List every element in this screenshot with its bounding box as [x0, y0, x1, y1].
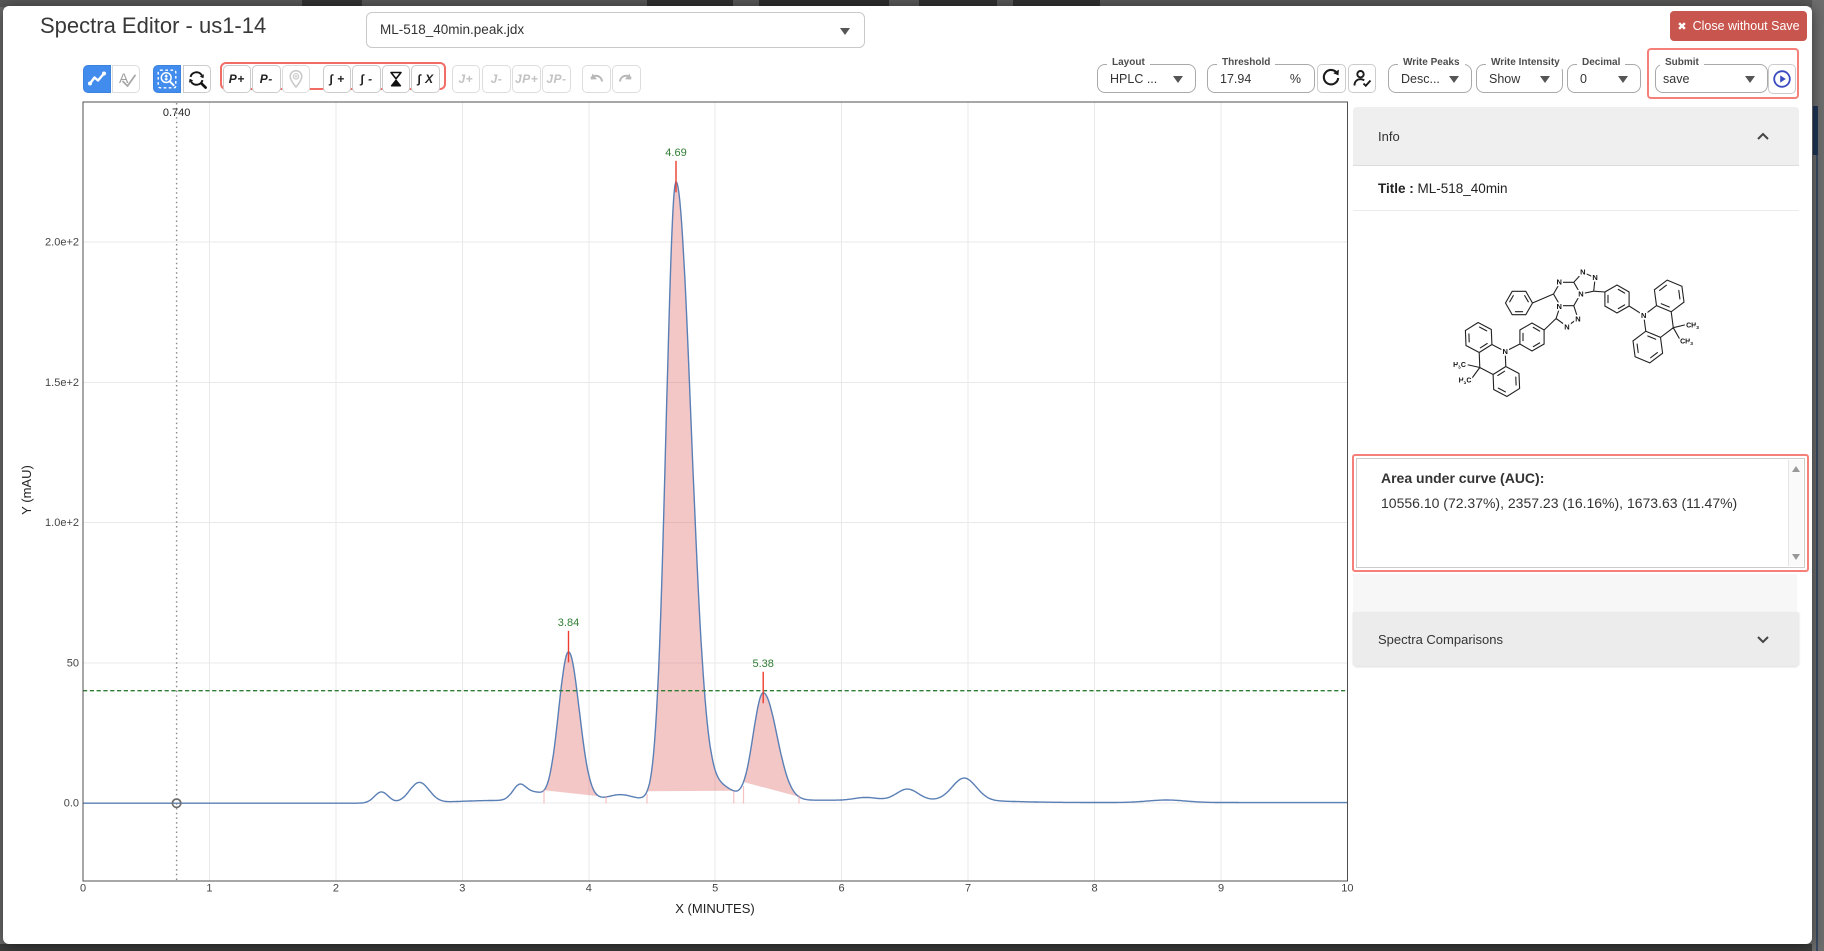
svg-text:A: A: [119, 70, 129, 86]
svg-text:0.740: 0.740: [163, 107, 191, 119]
svg-text:2.0e+2: 2.0e+2: [45, 237, 79, 249]
svg-text:0: 0: [80, 883, 86, 895]
svg-text:3.84: 3.84: [558, 617, 579, 629]
svg-text:7: 7: [965, 883, 971, 895]
svg-text:N: N: [1592, 273, 1597, 282]
svg-text:H3C: H3C: [1453, 362, 1466, 371]
svg-text:1: 1: [206, 883, 212, 895]
svg-text:H3C: H3C: [1459, 378, 1472, 387]
svg-text:N: N: [1564, 323, 1569, 332]
svg-text:10: 10: [1341, 883, 1353, 895]
svg-text:2: 2: [333, 883, 339, 895]
svg-text:4.69: 4.69: [665, 147, 686, 159]
svg-text:X (MINUTES): X (MINUTES): [675, 901, 754, 916]
svg-text:4: 4: [586, 883, 592, 895]
svg-text:1.5e+2: 1.5e+2: [45, 377, 79, 389]
svg-text:5: 5: [712, 883, 718, 895]
svg-text:N: N: [1580, 268, 1585, 277]
svg-text:N: N: [1641, 311, 1646, 320]
svg-text:9: 9: [1218, 883, 1224, 895]
svg-text:6: 6: [839, 883, 845, 895]
svg-text:50: 50: [67, 657, 79, 669]
svg-text:CH3: CH3: [1686, 323, 1699, 332]
svg-text:CH3: CH3: [1680, 339, 1693, 348]
svg-text:1.0e+2: 1.0e+2: [45, 517, 79, 529]
svg-text:3: 3: [459, 883, 465, 895]
svg-text:8: 8: [1091, 883, 1097, 895]
svg-text:N: N: [1556, 302, 1561, 311]
svg-text:N: N: [1578, 290, 1583, 299]
svg-text:5.38: 5.38: [752, 658, 773, 670]
svg-text:N: N: [1575, 315, 1580, 324]
svg-text:N: N: [1502, 347, 1507, 356]
svg-text:Y (mAU): Y (mAU): [19, 465, 34, 515]
svg-text:0.0: 0.0: [64, 798, 79, 810]
svg-text:N: N: [1556, 278, 1561, 287]
